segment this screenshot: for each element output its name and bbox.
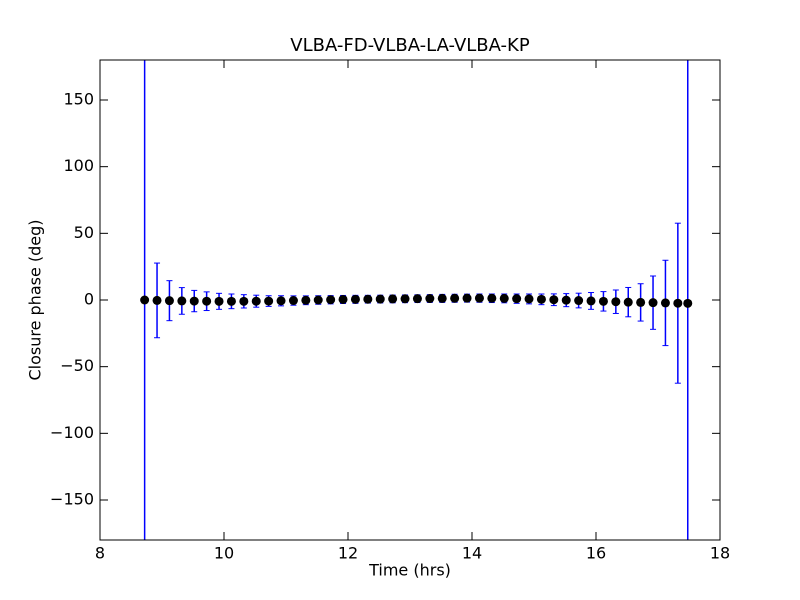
- x-tick-label: 12: [338, 544, 358, 563]
- data-point: [598, 296, 608, 306]
- y-axis-label: Closure phase (deg): [26, 219, 45, 380]
- data-point: [437, 293, 447, 303]
- data-point: [164, 296, 174, 306]
- plot-area: [140, 60, 693, 540]
- data-point: [586, 296, 596, 306]
- data-point: [683, 298, 693, 308]
- data-point: [326, 295, 336, 305]
- y-tick-label: 150: [63, 90, 94, 109]
- data-point: [450, 293, 460, 303]
- data-point: [239, 296, 249, 306]
- y-tick-label: 0: [84, 290, 94, 309]
- data-point: [561, 295, 571, 305]
- data-point: [388, 294, 398, 304]
- data-point: [226, 296, 236, 306]
- data-point: [412, 294, 422, 304]
- data-point: [177, 296, 187, 306]
- data-point: [574, 296, 584, 306]
- data-point: [623, 297, 633, 307]
- data-point: [611, 297, 621, 307]
- data-point: [524, 294, 534, 304]
- data-point: [462, 293, 472, 303]
- x-tick-label: 14: [462, 544, 482, 563]
- data-point: [189, 296, 199, 306]
- data-point: [363, 294, 373, 304]
- data-point: [251, 296, 261, 306]
- y-tick-label: −50: [60, 356, 94, 375]
- data-point: [350, 294, 360, 304]
- y-tick-label: 100: [63, 156, 94, 175]
- data-point: [425, 294, 435, 304]
- data-point: [288, 296, 298, 306]
- data-point: [660, 298, 670, 308]
- data-point: [499, 293, 509, 303]
- data-point: [636, 297, 646, 307]
- data-point: [375, 294, 385, 304]
- x-axis-label: Time (hrs): [368, 561, 451, 580]
- data-point: [140, 295, 150, 305]
- data-point: [673, 298, 683, 308]
- x-tick-label: 8: [95, 544, 105, 563]
- data-point: [214, 296, 224, 306]
- y-tick-label: 50: [74, 223, 94, 242]
- data-point: [301, 295, 311, 305]
- data-point: [648, 298, 658, 308]
- data-point: [549, 295, 559, 305]
- data-point: [202, 296, 212, 306]
- data-point: [264, 296, 274, 306]
- x-tick-label: 18: [710, 544, 730, 563]
- x-tick-label: 10: [214, 544, 234, 563]
- data-point: [487, 293, 497, 303]
- data-point: [152, 295, 162, 305]
- x-tick-label: 16: [586, 544, 606, 563]
- y-tick-label: −100: [50, 423, 94, 442]
- data-point: [276, 296, 286, 306]
- data-point: [313, 295, 323, 305]
- data-point: [474, 293, 484, 303]
- chart-title: VLBA-FD-VLBA-LA-VLBA-KP: [290, 35, 530, 56]
- data-point: [512, 294, 522, 304]
- y-tick-label: −150: [50, 490, 94, 509]
- data-point: [400, 294, 410, 304]
- data-point: [536, 294, 546, 304]
- data-point: [338, 294, 348, 304]
